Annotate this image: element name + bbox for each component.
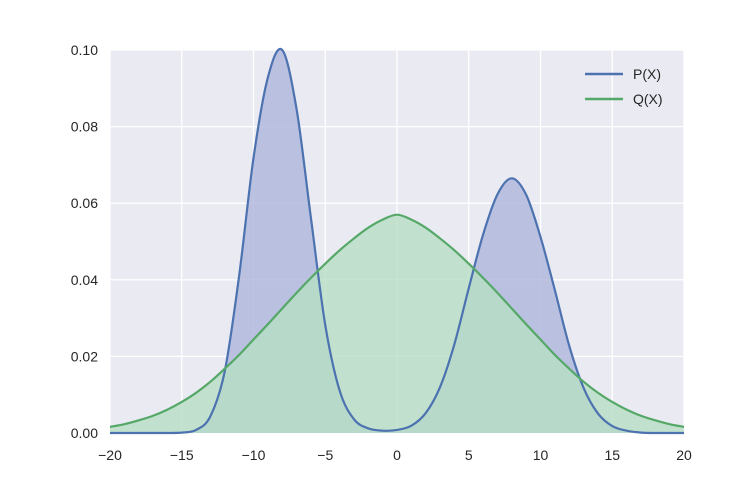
series-lines <box>109 47 685 435</box>
x-tick-label: 0 <box>393 447 401 463</box>
x-axis-ticks: −20 −15 −10 −5 0 5 10 15 20 <box>98 447 692 463</box>
x-tick-label: 20 <box>676 447 692 463</box>
y-tick-label: 0.08 <box>71 119 98 135</box>
x-tick-label: 5 <box>465 447 473 463</box>
series-area-1 <box>110 48 684 433</box>
x-tick-label: 10 <box>533 447 549 463</box>
legend-label: Q(X) <box>633 91 663 107</box>
x-tick-label: −10 <box>242 447 266 463</box>
legend: P(X) Q(X) <box>585 66 663 107</box>
y-tick-label: 0.06 <box>71 195 98 211</box>
y-tick-label: 0.00 <box>71 425 98 441</box>
series-line-2 <box>109 213 685 428</box>
x-tick-label: −15 <box>170 447 194 463</box>
x-tick-label: −20 <box>98 447 122 463</box>
y-tick-label: 0.04 <box>71 272 98 288</box>
x-tick-label: 15 <box>604 447 620 463</box>
legend-label: P(X) <box>633 66 661 82</box>
y-tick-label: 0.02 <box>71 348 98 364</box>
series-area-2 <box>110 214 684 433</box>
y-tick-label: 0.10 <box>71 42 98 58</box>
series-line-1 <box>109 47 684 435</box>
y-axis-ticks: 0.00 0.02 0.04 0.06 0.08 0.10 <box>71 42 98 441</box>
series-areas <box>110 48 684 433</box>
x-tick-label: −5 <box>317 447 333 463</box>
